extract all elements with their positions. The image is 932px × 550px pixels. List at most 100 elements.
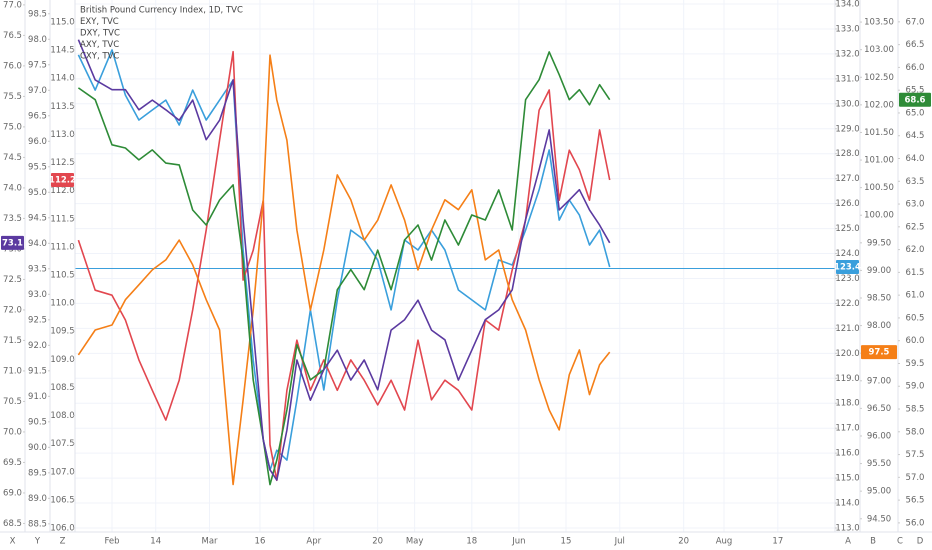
legend-entry: DXY, TVC <box>80 29 120 39</box>
y-tick-label: 98.50 <box>867 294 891 304</box>
price-badge-label: 73.1 <box>2 238 23 248</box>
y-tick-label: 110.5 <box>50 270 74 280</box>
x-tick-label: 15 <box>561 537 572 547</box>
y-tick-label: 92.0 <box>28 341 47 351</box>
x-tick-label: 14 <box>150 537 161 547</box>
y-tick-label: 125.0 <box>835 224 859 234</box>
y-tick-label: 134.0 <box>835 0 859 9</box>
y-tick-label: 101.00 <box>864 156 894 166</box>
y-tick-label: 95.0 <box>28 188 47 198</box>
y-tick-label: 127.0 <box>835 174 859 184</box>
series-line <box>77 51 611 486</box>
price-badge-label: 123.4 <box>834 262 861 272</box>
y-tick-label: 72.5 <box>3 275 22 285</box>
y-tick-label: 90.5 <box>28 417 47 427</box>
y-tick-label: 121.0 <box>835 324 859 334</box>
y-tick-label: 61.0 <box>906 291 925 301</box>
y-tick-label: 75.5 <box>3 92 22 102</box>
y-tick-label: 73.5 <box>3 214 22 224</box>
y-tick-label: 129.0 <box>835 124 859 134</box>
legend-entry: EXY, TVC <box>80 17 119 27</box>
y-tick-label: 120.0 <box>835 349 859 359</box>
y-tick-label: 67.0 <box>906 17 925 27</box>
y-tick-label: 119.0 <box>835 374 859 384</box>
y-tick-label: 70.5 <box>3 397 22 407</box>
y-tick-label: 71.0 <box>3 366 22 376</box>
y-tick-label: 103.00 <box>864 45 894 55</box>
y-tick-label: 76.5 <box>3 31 22 41</box>
x-tick-label: Mar <box>201 537 218 547</box>
y-tick-label: 63.5 <box>906 177 925 187</box>
y-tick-label: 93.5 <box>28 264 47 274</box>
y-tick-label: 118.0 <box>835 399 859 409</box>
x-tick-label: 20 <box>678 537 689 547</box>
y-tick-label: 60.5 <box>906 313 925 323</box>
grid <box>75 0 835 532</box>
y-tick-label: 103.50 <box>864 18 894 28</box>
x-tick-label: 20 <box>372 537 383 547</box>
y-tick-label: 111.5 <box>50 214 74 224</box>
y-tick-label: 99.50 <box>867 238 891 248</box>
y-tick-label: 75.0 <box>3 122 22 132</box>
y-tick-label: 110.0 <box>50 299 74 309</box>
y-tick-label: 97.5 <box>28 60 47 70</box>
scale-button: B <box>870 537 876 547</box>
y-tick-label: 69.0 <box>3 488 22 498</box>
x-tick-label: Apr <box>306 537 321 547</box>
x-tick-label: 18 <box>466 537 477 547</box>
y-tick-label: 102.00 <box>864 100 894 110</box>
y-tick-label: 94.5 <box>28 213 47 223</box>
y-tick-label: 66.0 <box>906 63 925 73</box>
y-tick-label: 97.0 <box>28 86 47 96</box>
y-tick-label: 107.0 <box>50 467 74 477</box>
y-tick-label: 91.5 <box>28 366 47 376</box>
y-tick-label: 109.5 <box>50 327 74 337</box>
price-badge-label: 97.5 <box>869 348 890 358</box>
price-badge <box>861 345 897 360</box>
y-tick-label: 60.0 <box>906 336 925 346</box>
y-tick-label: 88.5 <box>28 519 47 529</box>
price-badge <box>51 172 74 187</box>
y-tick-label: 95.50 <box>867 459 891 469</box>
y-tick-label: 58.0 <box>906 427 925 437</box>
y-tick-label: 98.00 <box>867 321 891 331</box>
legend-entry: CXY, TVC <box>80 52 119 62</box>
y-tick-label: 90.0 <box>28 443 47 453</box>
y-tick-label: 59.0 <box>906 382 925 392</box>
y-tick-label: 95.00 <box>867 487 891 497</box>
y-tick-label: 111.0 <box>50 242 74 252</box>
y-tick-label: 114.5 <box>50 46 74 56</box>
y-tick-label: 132.0 <box>835 49 859 59</box>
y-tick-label: 94.50 <box>867 514 891 524</box>
scale-button: A <box>845 537 851 547</box>
x-tick-label: Aug <box>716 537 733 547</box>
y-tick-label: 98.0 <box>28 35 47 45</box>
price-badge <box>836 259 859 274</box>
x-tick-label: 16 <box>255 537 266 547</box>
y-tick-label: 113.0 <box>835 524 859 534</box>
y-tick-label: 117.0 <box>835 424 859 434</box>
y-tick-label: 74.0 <box>3 183 22 193</box>
y-tick-label: 133.0 <box>835 24 859 34</box>
x-tick-label: Feb <box>104 537 119 547</box>
y-tick-label: 116.0 <box>835 449 859 459</box>
series-line <box>77 39 611 481</box>
y-tick-label: 59.5 <box>906 359 925 369</box>
x-tick-label: Jun <box>511 537 525 547</box>
y-tick-label: 76.0 <box>3 61 22 71</box>
y-tick-label: 64.5 <box>906 131 925 141</box>
y-tick-label: 57.0 <box>906 473 925 483</box>
y-tick-label: 108.0 <box>50 411 74 421</box>
y-tick-label: 124.0 <box>835 249 859 259</box>
y-tick-label: 62.0 <box>906 245 925 255</box>
y-tick-label: 98.5 <box>28 9 47 19</box>
legend-entry: British Pound Currency Index, 1D, TVC <box>80 6 243 16</box>
x-tick-label: May <box>406 537 424 547</box>
y-tick-label: 62.5 <box>906 222 925 232</box>
scale-button: X <box>10 537 16 547</box>
y-tick-label: 101.50 <box>864 128 894 138</box>
y-tick-label: 61.5 <box>906 268 925 278</box>
y-tick-label: 96.0 <box>28 137 47 147</box>
